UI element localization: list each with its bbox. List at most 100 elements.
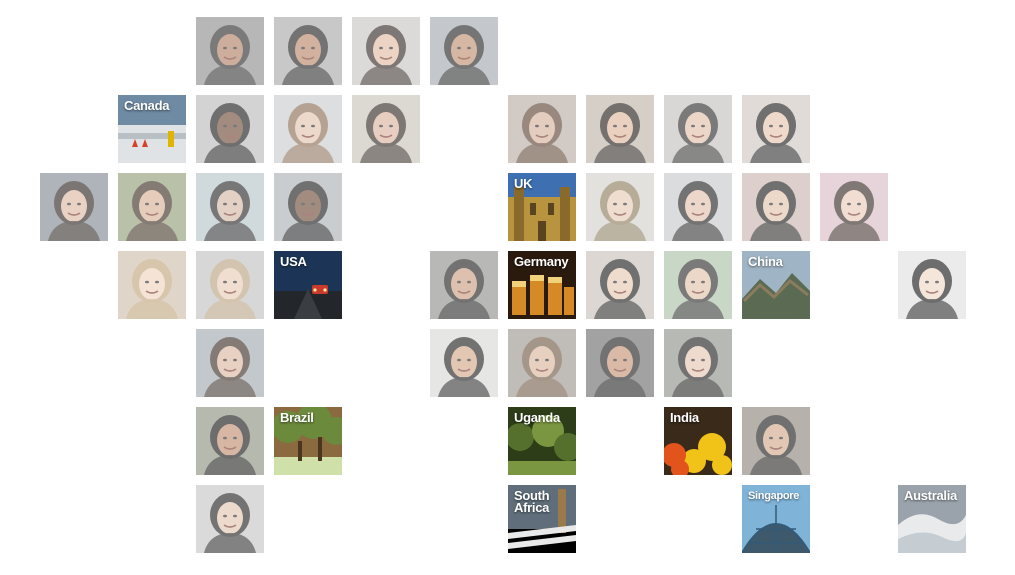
portrait-image	[586, 95, 654, 163]
person-photo[interactable]	[820, 173, 888, 241]
person-photo[interactable]	[508, 329, 576, 397]
country-scene-image	[508, 173, 576, 241]
portrait-image	[586, 329, 654, 397]
country-scene-image	[508, 251, 576, 319]
portrait-image	[820, 173, 888, 241]
country-scene-image	[742, 251, 810, 319]
portrait-image	[352, 95, 420, 163]
portrait-image	[664, 329, 732, 397]
portrait-image	[196, 251, 264, 319]
portrait-image	[196, 17, 264, 85]
country-label: Canada	[124, 98, 170, 113]
country-scene-image	[274, 407, 342, 475]
portrait-image	[508, 95, 576, 163]
country-label: USA	[280, 254, 307, 269]
person-photo[interactable]	[274, 173, 342, 241]
country-label: Brazil	[280, 410, 314, 425]
person-photo[interactable]	[196, 17, 264, 85]
person-photo[interactable]	[742, 95, 810, 163]
portrait-image	[196, 173, 264, 241]
portrait-image	[742, 407, 810, 475]
person-photo[interactable]	[196, 329, 264, 397]
person-photo[interactable]	[40, 173, 108, 241]
portrait-image	[196, 95, 264, 163]
portrait-image	[586, 173, 654, 241]
country-tile-singapore[interactable]: Singapore	[742, 485, 810, 553]
country-tile-germany[interactable]: Germany	[508, 251, 576, 319]
person-photo[interactable]	[430, 329, 498, 397]
person-photo[interactable]	[196, 95, 264, 163]
person-photo[interactable]	[664, 251, 732, 319]
country-tile-canada[interactable]: Canada	[118, 95, 186, 163]
country-label: South Africa	[514, 488, 550, 515]
person-photo[interactable]	[898, 251, 966, 319]
person-photo[interactable]	[118, 251, 186, 319]
country-scene-image	[274, 251, 342, 319]
portrait-image	[664, 251, 732, 319]
portrait-image	[274, 95, 342, 163]
country-scene-image	[118, 95, 186, 163]
portrait-image	[118, 173, 186, 241]
portrait-image	[508, 329, 576, 397]
portrait-image	[196, 329, 264, 397]
country-label: Singapore	[748, 490, 800, 502]
country-scene-image	[742, 485, 810, 553]
portrait-image	[430, 329, 498, 397]
portrait-image	[430, 251, 498, 319]
portrait-image	[274, 173, 342, 241]
person-photo[interactable]	[586, 329, 654, 397]
portrait-image	[742, 173, 810, 241]
country-scene-image	[508, 485, 576, 553]
person-photo[interactable]	[274, 17, 342, 85]
portrait-image	[196, 407, 264, 475]
person-photo[interactable]	[742, 407, 810, 475]
person-photo[interactable]	[352, 17, 420, 85]
portrait-image	[118, 251, 186, 319]
portrait-image	[664, 173, 732, 241]
country-tile-usa[interactable]: USA	[274, 251, 342, 319]
portrait-image	[352, 17, 420, 85]
country-scene-image	[898, 485, 966, 553]
portrait-image	[586, 251, 654, 319]
country-tile-uganda[interactable]: Uganda	[508, 407, 576, 475]
person-photo[interactable]	[196, 407, 264, 475]
portrait-image	[742, 95, 810, 163]
person-photo[interactable]	[664, 95, 732, 163]
person-photo[interactable]	[196, 173, 264, 241]
person-photo[interactable]	[196, 485, 264, 553]
country-label: Uganda	[514, 410, 560, 425]
country-scene-image	[664, 407, 732, 475]
portrait-image	[196, 485, 264, 553]
person-photo[interactable]	[352, 95, 420, 163]
person-photo[interactable]	[742, 173, 810, 241]
person-photo[interactable]	[196, 251, 264, 319]
country-label: Germany	[514, 254, 569, 269]
country-tile-india[interactable]: India	[664, 407, 732, 475]
person-photo[interactable]	[430, 251, 498, 319]
person-photo[interactable]	[586, 251, 654, 319]
country-scene-image	[508, 407, 576, 475]
person-photo[interactable]	[664, 173, 732, 241]
person-photo[interactable]	[274, 95, 342, 163]
country-label: China	[748, 254, 783, 269]
portrait-image	[664, 95, 732, 163]
portrait-image	[430, 17, 498, 85]
country-label: India	[670, 410, 699, 425]
person-photo[interactable]	[508, 95, 576, 163]
person-photo[interactable]	[586, 173, 654, 241]
person-photo[interactable]	[586, 95, 654, 163]
country-tile-brazil[interactable]: Brazil	[274, 407, 342, 475]
country-label: Australia	[904, 488, 957, 503]
country-tile-south-africa[interactable]: South Africa	[508, 485, 576, 553]
person-photo[interactable]	[118, 173, 186, 241]
person-photo[interactable]	[664, 329, 732, 397]
country-tile-australia[interactable]: Australia	[898, 485, 966, 553]
country-label: UK	[514, 176, 533, 191]
portrait-image	[40, 173, 108, 241]
country-tile-uk[interactable]: UK	[508, 173, 576, 241]
person-photo[interactable]	[430, 17, 498, 85]
portrait-image	[274, 17, 342, 85]
portrait-image	[898, 251, 966, 319]
country-tile-china[interactable]: China	[742, 251, 810, 319]
